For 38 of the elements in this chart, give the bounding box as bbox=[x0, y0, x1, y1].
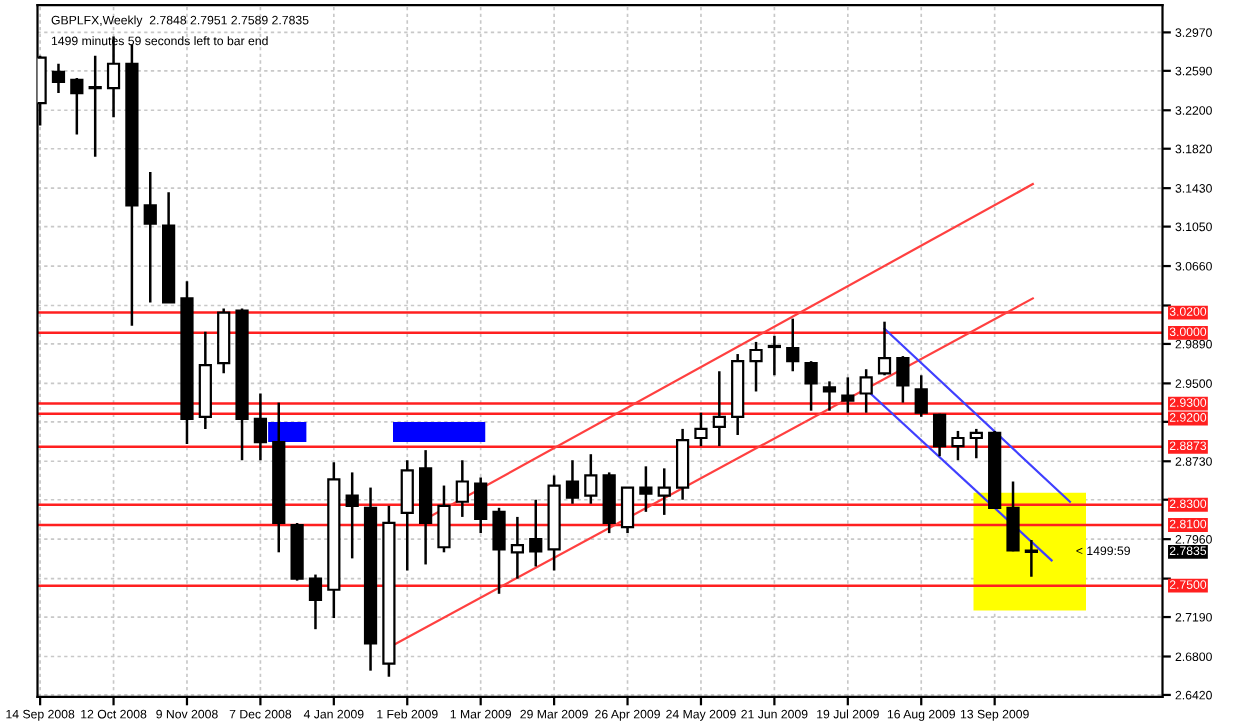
candlestick bbox=[455, 459, 469, 519]
candlestick bbox=[437, 484, 451, 554]
candlestick bbox=[400, 459, 414, 572]
candlestick bbox=[841, 376, 855, 414]
candlestick bbox=[345, 471, 359, 560]
candlestick bbox=[786, 317, 800, 373]
candlestick bbox=[675, 427, 690, 501]
candlestick bbox=[51, 62, 66, 95]
candlestick bbox=[308, 573, 323, 631]
candlestick bbox=[932, 412, 947, 458]
candlestick bbox=[620, 486, 635, 535]
candlestick bbox=[969, 427, 983, 460]
candlestick bbox=[877, 320, 892, 377]
candlestick bbox=[951, 429, 965, 462]
candlestick bbox=[639, 465, 653, 514]
candlestick bbox=[896, 354, 910, 404]
candlestick bbox=[474, 476, 488, 535]
candlestick bbox=[1024, 538, 1038, 578]
candlestick bbox=[749, 340, 763, 393]
candlestick bbox=[859, 367, 873, 414]
candlestick bbox=[767, 334, 782, 377]
candlestick bbox=[492, 506, 506, 596]
candlestick bbox=[694, 411, 708, 448]
candlestick bbox=[510, 515, 525, 580]
candlestick bbox=[914, 374, 928, 419]
candlestick bbox=[565, 459, 580, 506]
candlestick bbox=[70, 76, 84, 136]
candlestick bbox=[88, 54, 102, 159]
candlestick bbox=[529, 498, 543, 568]
candlestick bbox=[602, 471, 616, 535]
candlestick bbox=[1006, 480, 1020, 553]
candlestick bbox=[143, 170, 157, 304]
candlestick bbox=[712, 370, 726, 448]
candlestick bbox=[657, 467, 671, 517]
candlestick bbox=[253, 392, 268, 462]
candlestick bbox=[822, 380, 837, 412]
candlestick bbox=[584, 452, 598, 506]
candlestick bbox=[804, 359, 818, 412]
